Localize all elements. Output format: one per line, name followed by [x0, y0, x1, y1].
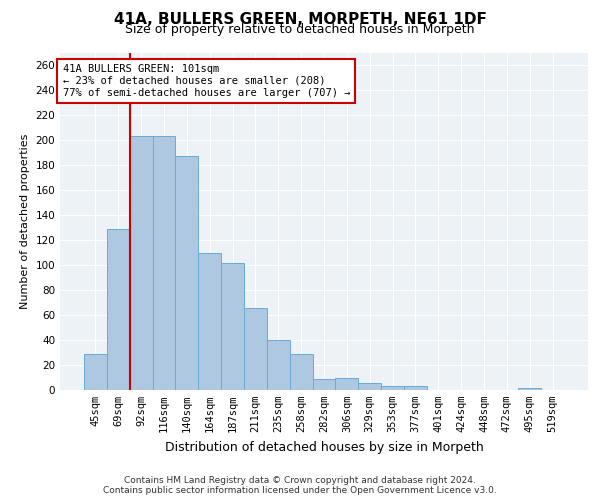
Bar — [130, 136, 152, 390]
X-axis label: Distribution of detached houses by size in Morpeth: Distribution of detached houses by size … — [164, 440, 484, 454]
Text: Contains HM Land Registry data © Crown copyright and database right 2024.
Contai: Contains HM Land Registry data © Crown c… — [103, 476, 497, 495]
Bar — [221, 262, 244, 390]
Y-axis label: Number of detached properties: Number of detached properties — [20, 134, 30, 309]
Bar — [335, 378, 358, 390]
Bar — [175, 156, 198, 390]
Bar — [358, 382, 381, 390]
Bar — [313, 379, 335, 390]
Bar — [84, 354, 107, 390]
Bar — [404, 386, 427, 390]
Bar — [244, 308, 267, 390]
Text: 41A, BULLERS GREEN, MORPETH, NE61 1DF: 41A, BULLERS GREEN, MORPETH, NE61 1DF — [113, 12, 487, 28]
Bar — [267, 340, 290, 390]
Text: 41A BULLERS GREEN: 101sqm
← 23% of detached houses are smaller (208)
77% of semi: 41A BULLERS GREEN: 101sqm ← 23% of detac… — [62, 64, 350, 98]
Bar — [518, 388, 541, 390]
Bar — [198, 252, 221, 390]
Text: Size of property relative to detached houses in Morpeth: Size of property relative to detached ho… — [125, 22, 475, 36]
Bar — [290, 354, 313, 390]
Bar — [152, 136, 175, 390]
Bar — [381, 386, 404, 390]
Bar — [107, 229, 130, 390]
